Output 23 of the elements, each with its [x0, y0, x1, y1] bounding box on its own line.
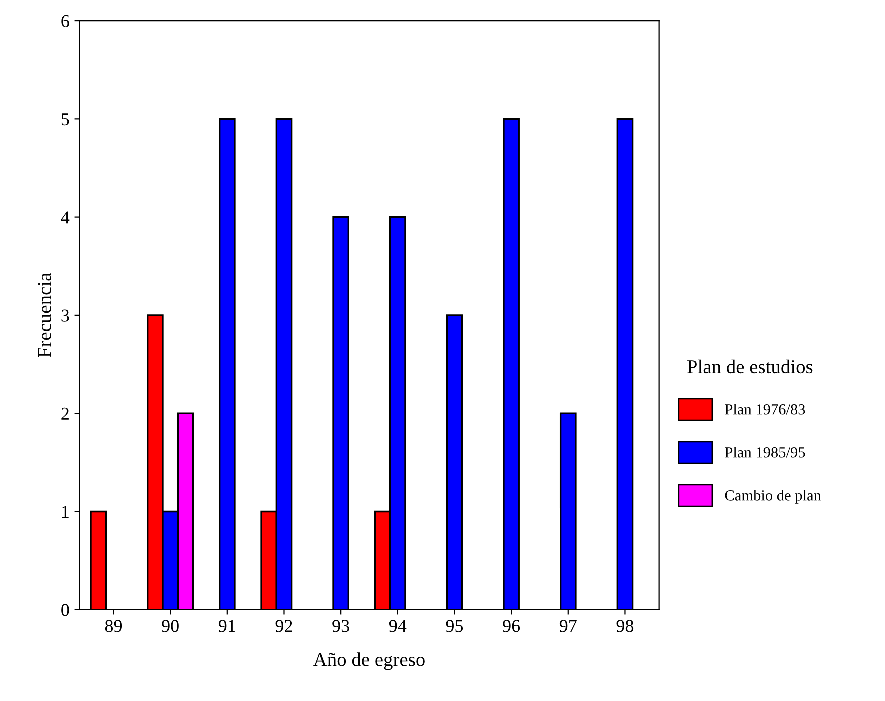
y-tick-label: 3	[62, 310, 70, 322]
x-tick-label: 95	[446, 620, 464, 632]
x-tick-label: 89	[105, 620, 122, 632]
x-tick-label: 96	[503, 620, 520, 632]
y-tick-label: 2	[62, 408, 69, 420]
legend-label: Plan 1976/83	[725, 404, 806, 415]
x-tick-label: 91	[218, 620, 236, 632]
legend-label: Plan 1985/95	[725, 447, 806, 458]
x-tick-label: 98	[616, 620, 634, 632]
x-tick-label: 92	[276, 620, 292, 632]
y-tick-label: 5	[62, 114, 70, 126]
y-tick-label: 1	[62, 506, 69, 518]
x-tick-label: 94	[389, 620, 407, 632]
y-axis-title: Frecuencia	[38, 273, 52, 358]
x-tick-label: 93	[332, 620, 350, 632]
y-tick-label: 4	[61, 212, 70, 224]
y-tick-label: 0	[62, 604, 70, 616]
y-tick-label: 6	[62, 15, 70, 28]
legend-label: Cambio de plan	[725, 490, 822, 504]
legend-title: Plan de estudios	[688, 360, 813, 374]
x-tick-label: 97	[560, 620, 577, 632]
x-tick-label: 90	[162, 620, 179, 632]
x-axis-title: Año de egreso	[314, 652, 425, 670]
